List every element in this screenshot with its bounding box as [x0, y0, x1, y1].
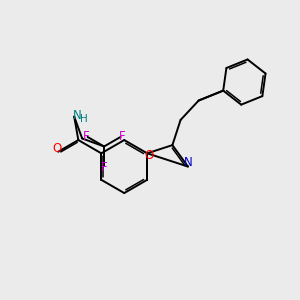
- Text: O: O: [52, 142, 62, 154]
- Text: F: F: [101, 160, 107, 174]
- Text: F: F: [118, 130, 125, 143]
- Text: O: O: [145, 149, 154, 162]
- Text: F: F: [83, 130, 89, 143]
- Text: N: N: [73, 109, 82, 122]
- Text: N: N: [184, 156, 192, 169]
- Text: H: H: [80, 114, 87, 124]
